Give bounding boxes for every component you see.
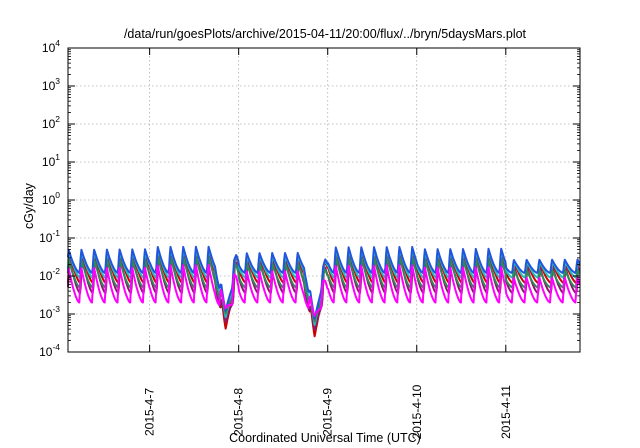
y-tick-label: 101 <box>42 152 60 169</box>
y-tick-label: 10-3 <box>39 304 60 321</box>
y-axis: 104 103 102 101 100 10-1 10-2 10-3 10-4 <box>39 38 580 359</box>
x-tick-label: 2015-4-9 <box>321 388 335 436</box>
y-axis-label: cGy/day <box>22 182 36 229</box>
series-line-6 <box>67 264 581 317</box>
y-tick-label: 100 <box>42 190 60 207</box>
x-tick-label: 2015-4-11 <box>499 385 513 439</box>
chart-title: /data/run/goesPlots/archive/2015-04-11/2… <box>124 27 527 41</box>
y-tick-label: 10-1 <box>39 228 60 245</box>
y-tick-label: 102 <box>42 114 60 131</box>
y-tick-label: 10-4 <box>39 342 60 359</box>
y-tick-label: 10-2 <box>39 266 60 283</box>
series-line-5 <box>67 245 581 320</box>
y-tick-label: 104 <box>42 38 60 55</box>
grid <box>68 48 580 352</box>
series-group <box>67 245 581 338</box>
y-tick-label: 103 <box>42 76 60 93</box>
x-axis: 2015-4-7 2015-4-8 2015-4-9 2015-4-10 2015-4-… <box>143 48 513 439</box>
series-line-4 <box>67 256 581 323</box>
x-axis-label: Coordinated Universal Time (UTC) <box>229 431 421 445</box>
x-tick-label: 2015-4-7 <box>143 388 157 436</box>
x-tick-label: 2015-4-10 <box>410 384 424 439</box>
x-tick-label: 2015-4-8 <box>232 388 246 436</box>
